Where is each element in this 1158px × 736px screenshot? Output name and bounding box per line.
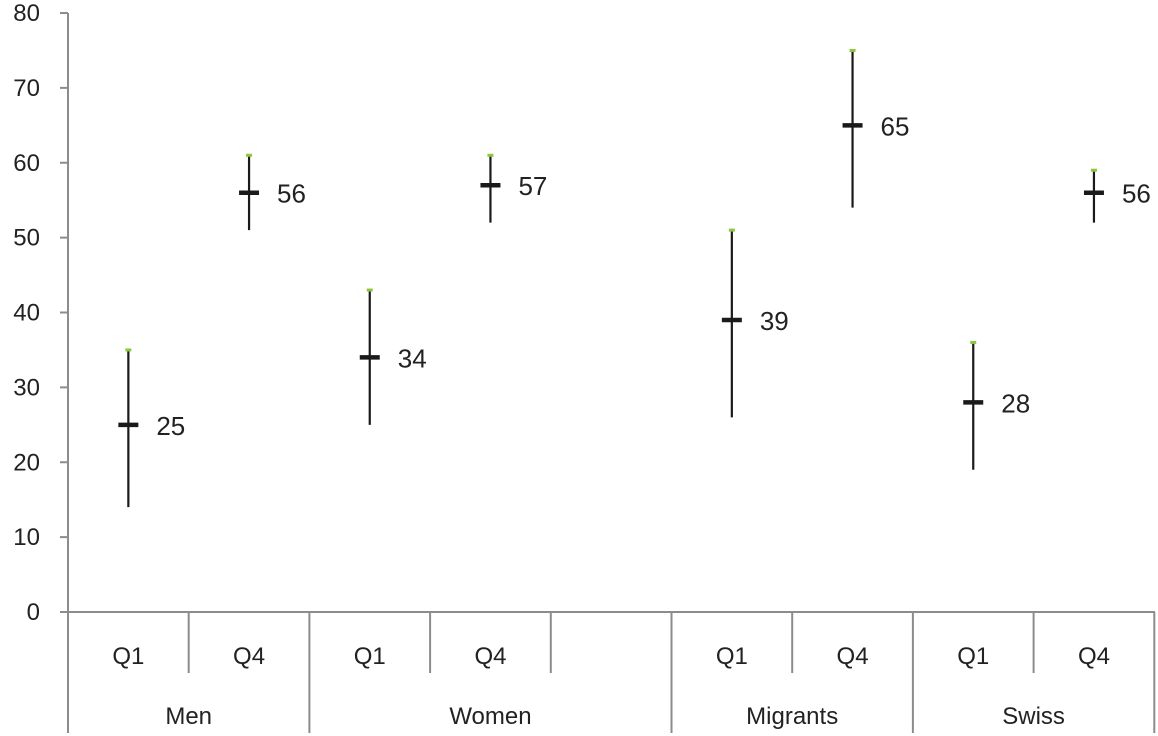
x-group-label: Swiss (1002, 703, 1065, 730)
x-group-label: Men (165, 703, 212, 730)
y-tick-label: 10 (13, 524, 40, 551)
y-tick-label: 60 (13, 150, 40, 177)
y-tick-label: 30 (13, 374, 40, 401)
x-category-label: Q4 (1078, 643, 1110, 670)
x-category-label: Q1 (957, 643, 989, 670)
x-category-label: Q4 (474, 643, 506, 670)
x-category-label: Q4 (837, 643, 869, 670)
x-group-label: Women (449, 703, 531, 730)
y-tick-label: 0 (27, 599, 40, 626)
x-category-label: Q1 (354, 643, 386, 670)
x-category-label: Q1 (112, 643, 144, 670)
x-group-label: Migrants (746, 703, 838, 730)
data-label: 39 (760, 306, 789, 336)
y-tick-label: 70 (13, 75, 40, 102)
data-label: 25 (156, 411, 185, 441)
y-tick-label: 40 (13, 300, 40, 327)
data-label: 56 (277, 179, 306, 209)
x-category-label: Q1 (716, 643, 748, 670)
data-label: 28 (1001, 388, 1030, 418)
data-label: 56 (1122, 179, 1151, 209)
y-tick-label: 80 (13, 0, 40, 27)
data-label: 65 (881, 111, 910, 141)
data-label: 57 (518, 171, 547, 201)
y-tick-label: 50 (13, 225, 40, 252)
x-category-label: Q4 (233, 643, 265, 670)
y-tick-label: 20 (13, 449, 40, 476)
data-label: 34 (398, 343, 427, 373)
